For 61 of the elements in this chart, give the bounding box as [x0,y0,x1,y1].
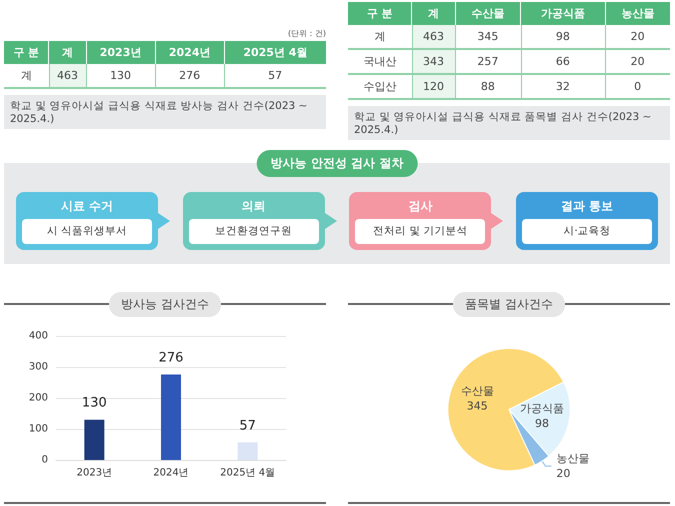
y-axis-title: 구 분 [348,2,412,25]
slice-label: 가공식품 [520,402,564,416]
text: 방사능 안전성 검사 절차 [256,150,418,177]
data-label: 98 [534,417,549,430]
x-tick-label: 수산물 [455,2,521,25]
y-tick-label: 200 [28,392,48,404]
data-label: 257 [455,49,521,74]
data-label: 20 [556,467,570,480]
slice-label: 수산물 [460,384,494,398]
x-tick-label: 2024년 [153,468,189,478]
data-label: 98 [520,25,606,49]
chart-title: 방사능 검사건수 [109,292,221,316]
data-label: 57 [224,64,326,88]
text: 전처리 및 기기분석 [355,219,486,244]
x-tick-label: 계 [412,2,456,25]
x-tick-label: 2023년 [76,468,112,478]
x-tick-label: 계 [48,41,86,64]
data-label: 130 [82,396,107,411]
data-label: 345 [455,25,521,49]
chart-title: 품목별 검사건수 [453,292,565,316]
y-tick-label: 국내산 [348,49,412,74]
category-label: 검사 [407,198,434,215]
data-label: 0 [605,74,670,99]
data-label: 276 [158,350,184,366]
x-tick-label: 농산물 [605,2,670,25]
x-tick-label: 2025년 4월 [220,468,276,478]
y-tick-label: 100 [28,424,48,434]
y-tick-label: 300 [28,362,48,372]
data-label: 88 [455,74,521,99]
data-label: 276 [155,64,224,88]
data-label: 57 [239,418,256,434]
data-label: 32 [520,74,606,99]
x-tick-label: 2024년 [155,41,224,64]
y-tick-label: 계 [4,64,49,88]
slice-label: 농산물 [556,452,590,466]
data-label: 130 [86,64,156,88]
x-tick-label: 2023년 [86,41,156,64]
data-label: 345 [466,400,488,413]
y-tick-label: 계 [348,25,412,49]
annotation: 학교 및 영유아시설 급식용 식재료 방사능 검사 건수(2023 ~ 2025.4.) [4,95,326,129]
text: 시 식품위생부서 [22,219,152,244]
y-tick-label: 400 [28,330,48,342]
y-tick-label: 수입산 [348,74,412,99]
text: 학교 및 영유아시설 급식용 식재료 품목별 검사 건수(2023 ~ 2025.4.) [348,106,670,140]
category-label: 시료 수거 [60,198,114,215]
text: (단위 : 건) [286,28,326,39]
x-tick-label: 가공식품 [520,2,606,25]
x-tick-label: 2025년 4월 [224,41,326,64]
data-label: 20 [605,49,670,74]
data-label: 20 [605,25,670,49]
text: 시·교육청 [522,219,652,244]
y-tick-label: 0 [42,454,48,466]
data-label: 66 [520,49,606,74]
data-label: 463 [48,64,86,88]
data-label: 463 [412,25,456,49]
text: 보건환경연구원 [188,219,319,244]
y-axis-title: 구 분 [4,41,49,64]
category-label: 의뢰 [240,198,267,215]
data-label: 343 [412,49,456,74]
category-label: 결과 통보 [560,198,614,215]
data-label: 120 [412,74,456,99]
